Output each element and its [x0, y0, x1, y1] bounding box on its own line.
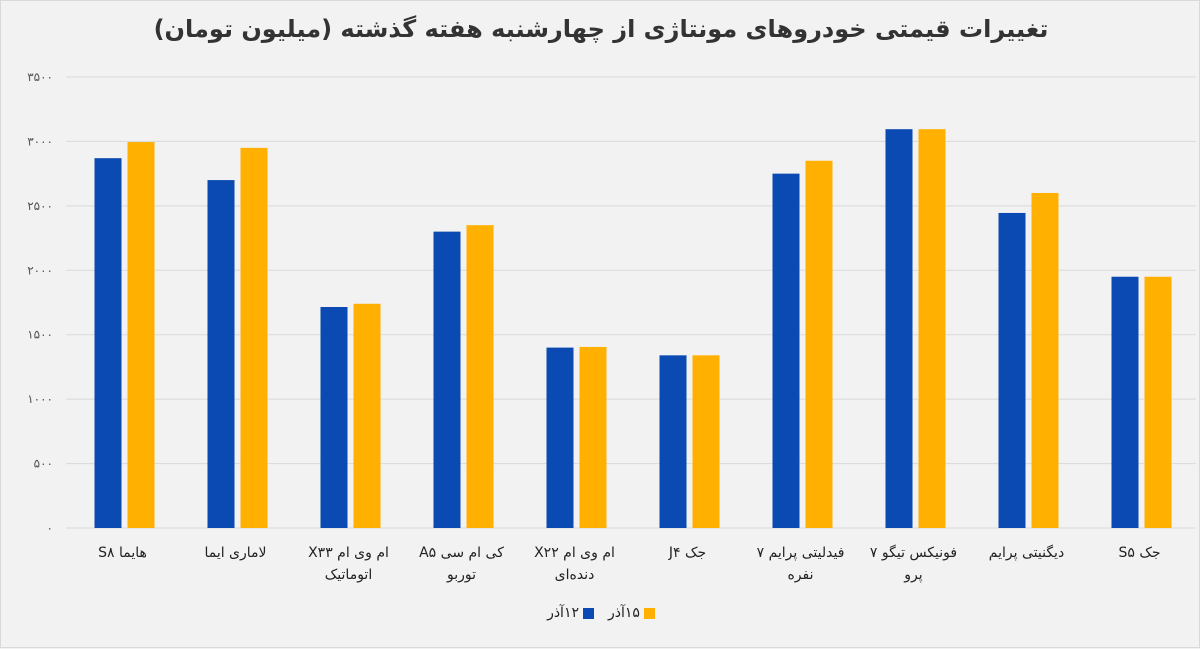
legend: ۱۲آذر ۱۵آذر [1, 605, 1200, 621]
bar [320, 307, 348, 528]
x-tick-label: دیگنیتی پرایم [989, 544, 1064, 561]
bar [1144, 276, 1172, 528]
chart-title: تغییرات قیمتی خودروهای مونتاژی از چهارشن… [153, 15, 1049, 43]
y-tick-label: ۳۰۰۰ [27, 134, 53, 148]
x-tick-label: فونیکس تیگو ۷ [870, 544, 957, 561]
bar [94, 158, 122, 528]
x-tick-label: ام وی ام X۲۲ [534, 545, 615, 561]
legend-label: ۱۲آذر [547, 605, 579, 621]
x-tick-label: کی ام سی A۵ [419, 545, 504, 561]
y-tick-label: ۱۵۰۰ [27, 328, 53, 342]
bar [1031, 192, 1059, 528]
legend-item-series-2: ۱۵آذر [608, 605, 655, 621]
bar [353, 303, 381, 528]
bar [466, 225, 494, 528]
bar [1111, 276, 1139, 528]
legend-swatch [643, 607, 655, 619]
x-tick-label: ام وی ام X۳۳ [308, 545, 389, 561]
bar [433, 231, 461, 528]
y-tick-label: ۲۰۰۰ [27, 263, 53, 277]
x-tick-label: جک J۴ [668, 545, 706, 561]
x-tick-label: پرو [903, 567, 922, 583]
x-tick-label: فیدلیتی پرایم ۷ [757, 545, 845, 561]
x-tick-label: لاماری ایما [204, 545, 266, 561]
bar [918, 129, 946, 529]
y-tick-label: ۰ [47, 521, 53, 535]
x-tick-label: دنده‌ای [555, 567, 595, 583]
bar [546, 347, 574, 528]
bar [127, 142, 155, 528]
bar [998, 212, 1026, 529]
bar [659, 355, 687, 528]
x-tick-label: هایما S۸ [98, 545, 147, 561]
y-tick-label: ۱۰۰۰ [27, 392, 53, 406]
bar [207, 180, 235, 529]
x-tick-label: نفره [787, 567, 813, 583]
legend-swatch [583, 607, 594, 619]
y-tick-label: ۵۰۰ [34, 457, 53, 471]
bar [240, 147, 268, 528]
x-tick-label: توربو [446, 567, 476, 583]
legend-label: ۱۵آذر [608, 605, 640, 621]
legend-item-series-1: ۱۲آذر [547, 605, 594, 621]
bar [579, 346, 607, 528]
bar [805, 160, 833, 528]
bar [772, 173, 800, 528]
bar [692, 355, 720, 528]
y-tick-label: ۳۵۰۰ [27, 70, 53, 84]
x-tick-label: اتوماتیک [325, 567, 372, 583]
y-tick-label: ۲۵۰۰ [27, 199, 53, 213]
bar [885, 129, 913, 529]
x-tick-label: جک S۵ [1118, 545, 1160, 561]
